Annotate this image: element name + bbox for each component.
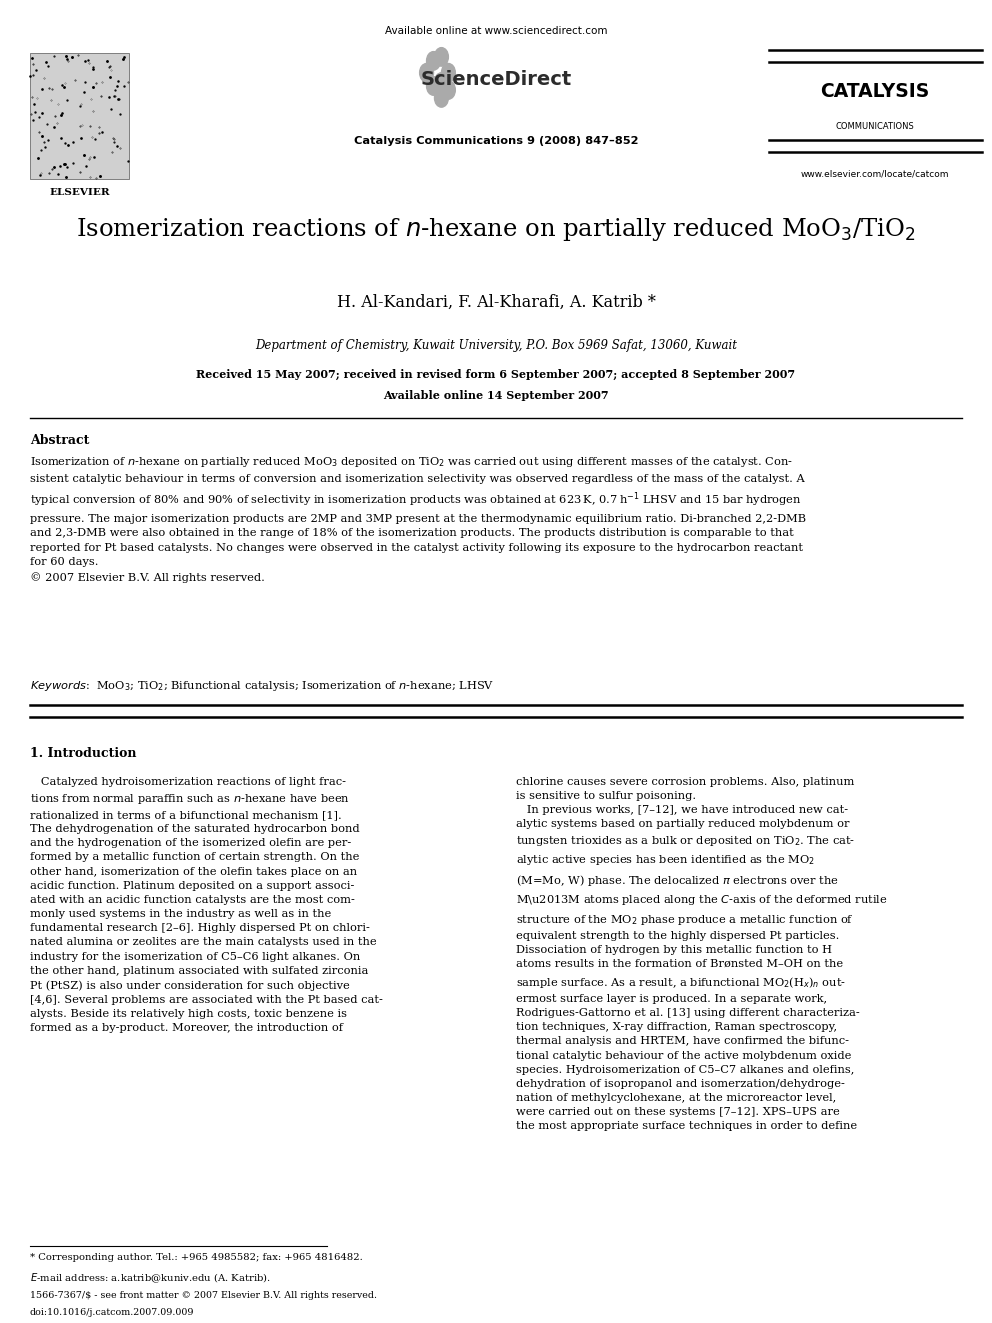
FancyBboxPatch shape [30, 53, 129, 179]
Text: Isomerization reactions of $\mathit{n}$-hexane on partially reduced MoO$_3$/TiO$: Isomerization reactions of $\mathit{n}$-… [76, 216, 916, 242]
Circle shape [441, 64, 455, 82]
Circle shape [441, 81, 455, 99]
Circle shape [434, 48, 448, 66]
Text: CATALYSIS: CATALYSIS [820, 82, 930, 101]
Text: $\mathit{Keywords}$:  MoO$_3$; TiO$_2$; Bifunctional catalysis; Isomerization of: $\mathit{Keywords}$: MoO$_3$; TiO$_2$; B… [30, 679, 494, 693]
Circle shape [434, 73, 448, 91]
Circle shape [434, 89, 448, 107]
Text: www.elsevier.com/locate/catcom: www.elsevier.com/locate/catcom [801, 169, 949, 179]
Circle shape [427, 77, 440, 95]
Text: H. Al-Kandari, F. Al-Kharafi, A. Katrib *: H. Al-Kandari, F. Al-Kharafi, A. Katrib … [336, 294, 656, 311]
Text: $\mathit{E}$-mail address: a.katrib@kuniv.edu (A. Katrib).: $\mathit{E}$-mail address: a.katrib@kuni… [30, 1271, 271, 1285]
Text: Abstract: Abstract [30, 434, 89, 447]
Text: Isomerization of $\mathit{n}$-hexane on partially reduced MoO$_3$ deposited on T: Isomerization of $\mathit{n}$-hexane on … [30, 455, 806, 582]
Text: doi:10.1016/j.catcom.2007.09.009: doi:10.1016/j.catcom.2007.09.009 [30, 1308, 194, 1318]
Text: Catalyzed hydroisomerization reactions of light frac-
tions from normal paraffin: Catalyzed hydroisomerization reactions o… [30, 777, 383, 1033]
Text: 1566-7367/$ - see front matter © 2007 Elsevier B.V. All rights reserved.: 1566-7367/$ - see front matter © 2007 El… [30, 1291, 377, 1301]
Text: COMMUNICATIONS: COMMUNICATIONS [835, 122, 915, 131]
Text: Available online 14 September 2007: Available online 14 September 2007 [383, 390, 609, 401]
Circle shape [420, 64, 434, 82]
Text: Catalysis Communications 9 (2008) 847–852: Catalysis Communications 9 (2008) 847–85… [354, 136, 638, 147]
Text: Received 15 May 2007; received in revised form 6 September 2007; accepted 8 Sept: Received 15 May 2007; received in revise… [196, 369, 796, 380]
Text: * Corresponding author. Tel.: +965 4985582; fax: +965 4816482.: * Corresponding author. Tel.: +965 49855… [30, 1253, 362, 1262]
Text: ELSEVIER: ELSEVIER [49, 188, 110, 197]
Text: ScienceDirect: ScienceDirect [421, 70, 571, 89]
Text: Department of Chemistry, Kuwait University, P.O. Box 5969 Safat, 13060, Kuwait: Department of Chemistry, Kuwait Universi… [255, 339, 737, 352]
Circle shape [427, 52, 440, 70]
Text: chlorine causes severe corrosion problems. Also, platinum
is sensitive to sulfur: chlorine causes severe corrosion problem… [516, 777, 888, 1131]
Text: 1. Introduction: 1. Introduction [30, 747, 136, 761]
Text: Available online at www.sciencedirect.com: Available online at www.sciencedirect.co… [385, 26, 607, 37]
